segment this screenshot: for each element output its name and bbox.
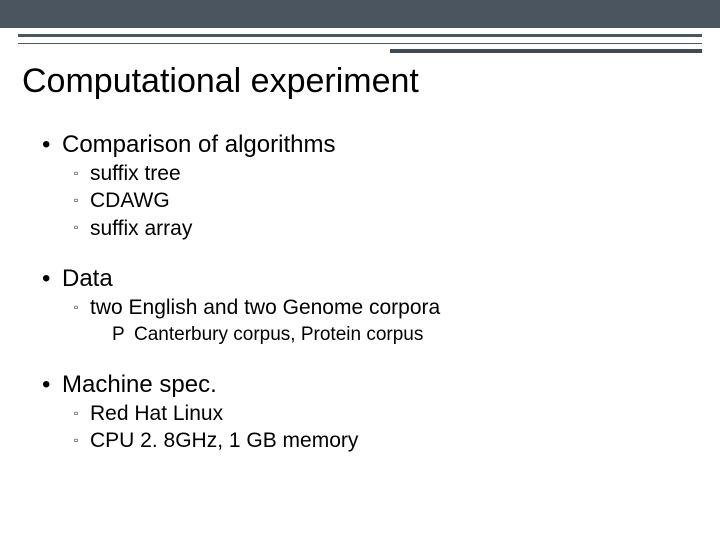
sub-label: suffix array: [90, 217, 192, 240]
flourish-icon: P: [112, 323, 134, 348]
bullet-block-2: •Data ▫two English and two Genome corpor…: [42, 264, 682, 348]
sub-label: CPU 2. 8GHz, 1 GB memory: [90, 429, 358, 452]
sub-label: Red Hat Linux: [90, 402, 223, 425]
sub-cpu-mem: ▫CPU 2. 8GHz, 1 GB memory: [74, 427, 682, 454]
sub-label: two English and two Genome corpora: [90, 296, 440, 319]
body-content: •Comparison of algorithms ▫suffix tree ▫…: [42, 130, 682, 454]
bullet-data: •Data: [42, 264, 682, 294]
sub-suffix-tree: ▫suffix tree: [74, 160, 682, 187]
bullet-machine-spec: •Machine spec.: [42, 370, 682, 400]
subsub-corpus-names: PCanterbury corpus, Protein corpus: [112, 323, 682, 348]
square-icon: ▫: [74, 166, 90, 182]
dot-icon: •: [42, 264, 62, 294]
bullet-block-1: •Comparison of algorithms ▫suffix tree ▫…: [42, 130, 682, 242]
divider-accent: [390, 49, 702, 53]
square-icon: ▫: [74, 193, 90, 209]
sub-suffix-array: ▫suffix array: [74, 215, 682, 242]
top-bar: [0, 0, 720, 28]
bullet-label: Machine spec.: [62, 371, 217, 398]
square-icon: ▫: [74, 433, 90, 449]
bullet-label: Data: [62, 265, 113, 292]
sub-cdawg: ▫CDAWG: [74, 187, 682, 214]
dot-icon: •: [42, 370, 62, 400]
subsub-label: Canterbury corpus, Protein corpus: [134, 324, 423, 345]
sub-group-3: ▫Red Hat Linux ▫CPU 2. 8GHz, 1 GB memory: [74, 400, 682, 455]
sub-redhat: ▫Red Hat Linux: [74, 400, 682, 427]
bullet-block-3: •Machine spec. ▫Red Hat Linux ▫CPU 2. 8G…: [42, 370, 682, 455]
slide: Computational experiment •Comparison of …: [0, 0, 720, 540]
sub-label: CDAWG: [90, 189, 170, 212]
square-icon: ▫: [74, 300, 90, 316]
sub-label: suffix tree: [90, 162, 181, 185]
sub-corpora: ▫two English and two Genome corpora: [74, 294, 682, 321]
sub-group-2: ▫two English and two Genome corpora PCan…: [74, 294, 682, 348]
divider-thin: [18, 43, 702, 44]
bullet-algorithms: •Comparison of algorithms: [42, 130, 682, 160]
square-icon: ▫: [74, 220, 90, 236]
divider-thick: [18, 34, 702, 37]
bullet-label: Comparison of algorithms: [62, 131, 335, 158]
page-title: Computational experiment: [22, 62, 419, 101]
square-icon: ▫: [74, 406, 90, 422]
dot-icon: •: [42, 130, 62, 160]
sub-group-1: ▫suffix tree ▫CDAWG ▫suffix array: [74, 160, 682, 242]
